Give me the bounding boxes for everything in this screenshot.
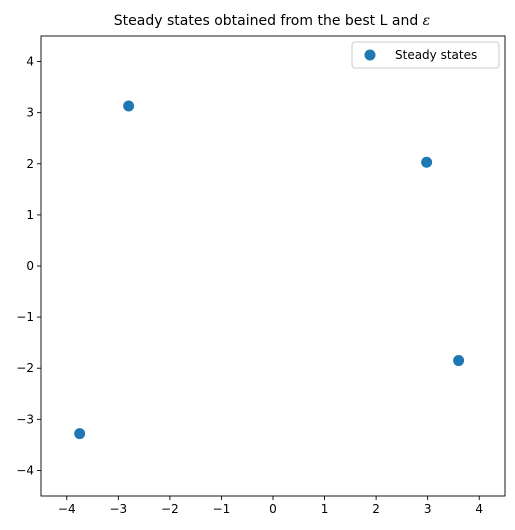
x-tick-label: 2 — [372, 502, 380, 516]
data-point — [453, 355, 465, 367]
y-tick-label: −2 — [16, 361, 34, 375]
legend: Steady states — [351, 41, 500, 69]
legend-box — [351, 41, 500, 69]
x-tick-label: −1 — [213, 502, 231, 516]
y-tick-label: 0 — [26, 259, 34, 273]
x-tick-label: 3 — [424, 502, 432, 516]
axes-frame — [40, 35, 506, 497]
y-tick-label: −4 — [16, 463, 34, 477]
data-point — [123, 100, 135, 112]
data-point — [421, 156, 433, 168]
data-point — [74, 428, 86, 440]
chart-title-symbol: ε — [423, 13, 431, 29]
y-tick-label: 1 — [26, 208, 34, 222]
y-tick-label: 2 — [26, 157, 34, 171]
x-tick-label: 0 — [269, 502, 277, 516]
x-tick-label: −2 — [161, 502, 179, 516]
y-tick-label: 3 — [26, 106, 34, 120]
chart-title: Steady states obtained from the best L a… — [114, 13, 430, 29]
x-tick-label: 4 — [475, 502, 483, 516]
legend-label: Steady states — [395, 48, 477, 62]
y-tick-label: −3 — [16, 412, 34, 426]
x-tick-label: −3 — [109, 502, 127, 516]
plot-area: −4 −3 −2 −1 0 1 2 3 4 −4 −3 −2 −1 0 1 2 3 4 — [16, 35, 506, 516]
chart-title-text: Steady states obtained from the best L a… — [114, 13, 423, 29]
y-tick-label: 4 — [26, 55, 34, 69]
x-tick-label: −4 — [58, 502, 76, 516]
x-tick-label: 1 — [321, 502, 329, 516]
legend-marker — [364, 49, 376, 61]
y-tick-label: −1 — [16, 310, 34, 324]
